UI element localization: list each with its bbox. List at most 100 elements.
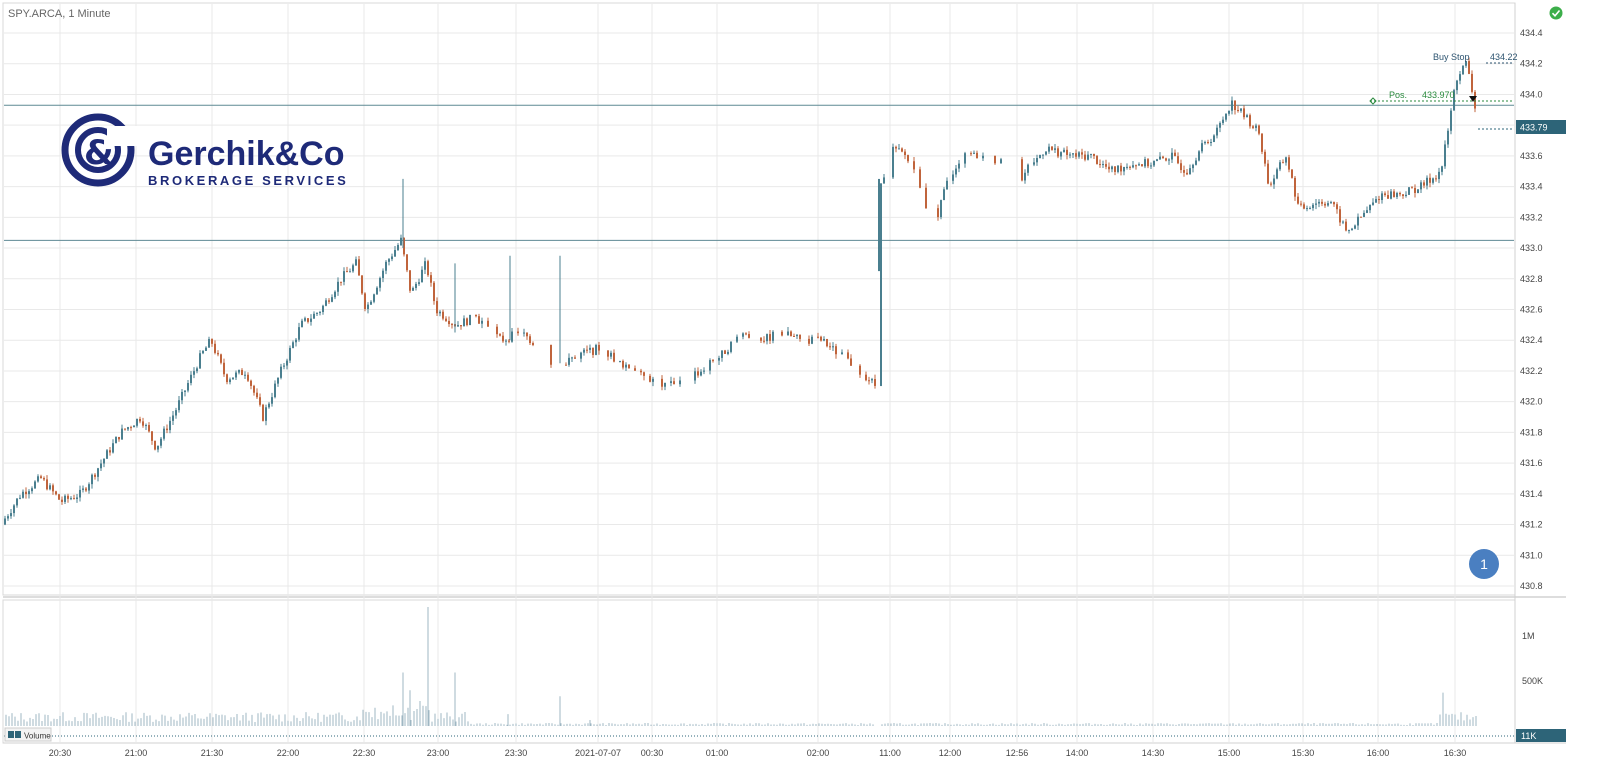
candle-body bbox=[280, 366, 282, 378]
candle-body bbox=[1114, 166, 1116, 172]
candle-body bbox=[193, 371, 195, 375]
position-price: 433.970 bbox=[1422, 90, 1455, 100]
logo-ampersand-icon: & bbox=[84, 133, 114, 173]
candle-body bbox=[613, 352, 615, 362]
candle-body bbox=[532, 343, 534, 345]
candle-body bbox=[835, 346, 837, 355]
candle-body bbox=[1240, 108, 1242, 111]
candle-body bbox=[346, 271, 348, 273]
candle-body bbox=[481, 320, 483, 324]
buy-stop-order[interactable]: Buy Stop 434.22 bbox=[1433, 52, 1518, 64]
candle-body bbox=[433, 282, 435, 302]
candle-body bbox=[1021, 159, 1023, 181]
candle-body bbox=[745, 333, 747, 335]
y-tick-label: 431.0 bbox=[1520, 550, 1543, 560]
y-tick-label: 434.4 bbox=[1520, 28, 1543, 38]
candle-body bbox=[955, 168, 957, 175]
candle-body bbox=[748, 334, 750, 338]
candle-body bbox=[571, 357, 573, 359]
x-tick-label: 16:30 bbox=[1444, 748, 1467, 758]
candle-body bbox=[1168, 159, 1170, 161]
x-tick-label: 00:30 bbox=[641, 748, 664, 758]
candle-body bbox=[259, 397, 261, 405]
x-tick-label: 01:00 bbox=[706, 748, 729, 758]
candle-body bbox=[1108, 166, 1110, 170]
candle-body bbox=[1141, 164, 1143, 167]
candle-body bbox=[1024, 172, 1026, 181]
candle-body bbox=[211, 339, 213, 344]
candle-body bbox=[379, 278, 381, 288]
volume-legend-label: Volume bbox=[24, 732, 51, 741]
y-tick-label: 433.6 bbox=[1520, 151, 1543, 161]
candle-body bbox=[1231, 100, 1233, 111]
candle-body bbox=[982, 155, 984, 159]
candle-body bbox=[103, 458, 105, 464]
candle-body bbox=[361, 275, 363, 294]
checkmark-circle-icon bbox=[1549, 6, 1563, 20]
candle-body bbox=[442, 311, 444, 319]
candle-body bbox=[1465, 61, 1467, 66]
candle-body bbox=[649, 375, 651, 382]
candle-body bbox=[595, 344, 597, 355]
candle-body bbox=[880, 183, 882, 386]
candle-body bbox=[70, 498, 72, 500]
candle-body bbox=[1135, 165, 1137, 167]
candle-body bbox=[394, 249, 396, 257]
candle-body bbox=[1423, 182, 1425, 186]
candle-body bbox=[769, 334, 771, 341]
candle-body bbox=[94, 474, 96, 477]
candle-body bbox=[1345, 221, 1347, 231]
candle-body bbox=[448, 320, 450, 325]
candle-body bbox=[88, 484, 90, 491]
candle-body bbox=[337, 281, 339, 292]
candle-body bbox=[973, 152, 975, 154]
candle-body bbox=[1339, 209, 1341, 223]
candle-body bbox=[760, 337, 762, 341]
candle-body bbox=[214, 343, 216, 353]
candle-body bbox=[334, 291, 336, 298]
candle-body bbox=[1216, 127, 1218, 136]
candle-body bbox=[4, 518, 6, 525]
x-tick-label: 15:30 bbox=[1292, 748, 1315, 758]
candle-body bbox=[1417, 189, 1419, 193]
candle-body bbox=[13, 505, 15, 514]
candle-body bbox=[1444, 144, 1446, 167]
y-tick-label: 433.0 bbox=[1520, 243, 1543, 253]
candle-body bbox=[628, 364, 630, 369]
candle-body bbox=[202, 350, 204, 354]
x-tick-label: 12:56 bbox=[1006, 748, 1029, 758]
candle-body bbox=[1069, 154, 1071, 156]
candle-body bbox=[1042, 154, 1044, 156]
candle-body bbox=[622, 360, 624, 368]
candle-body bbox=[307, 318, 309, 322]
candle-body bbox=[1150, 165, 1152, 167]
candle-body bbox=[397, 245, 399, 250]
candle-body bbox=[34, 481, 36, 489]
candle-body bbox=[925, 187, 927, 209]
candle-body bbox=[463, 318, 465, 327]
volume-panel-frame bbox=[2, 599, 1516, 744]
buy-stop-price: 434.22 bbox=[1490, 52, 1518, 62]
volume-legend[interactable]: Volume bbox=[4, 727, 52, 742]
candle-body bbox=[1060, 152, 1062, 157]
candle-body bbox=[1171, 152, 1173, 160]
candle-body bbox=[1063, 149, 1065, 153]
candle-body bbox=[178, 400, 180, 411]
candle-body bbox=[1399, 193, 1401, 195]
candle-body bbox=[67, 495, 69, 499]
candle-body bbox=[385, 261, 387, 271]
candle-body bbox=[1237, 110, 1239, 112]
candle-body bbox=[1087, 154, 1089, 160]
candle-body bbox=[220, 354, 222, 363]
candle-body bbox=[244, 374, 246, 376]
candle-body bbox=[1204, 141, 1206, 144]
candle-body bbox=[40, 476, 42, 479]
candle-body bbox=[826, 339, 828, 347]
badge-1[interactable]: 1 bbox=[1469, 549, 1499, 579]
position-line[interactable]: Pos. 433.970 bbox=[1369, 90, 1514, 105]
candle-body bbox=[664, 382, 666, 387]
candle-body bbox=[1318, 201, 1320, 204]
candle-body bbox=[262, 404, 264, 421]
candle-body bbox=[226, 374, 228, 383]
candle-body bbox=[133, 425, 135, 428]
